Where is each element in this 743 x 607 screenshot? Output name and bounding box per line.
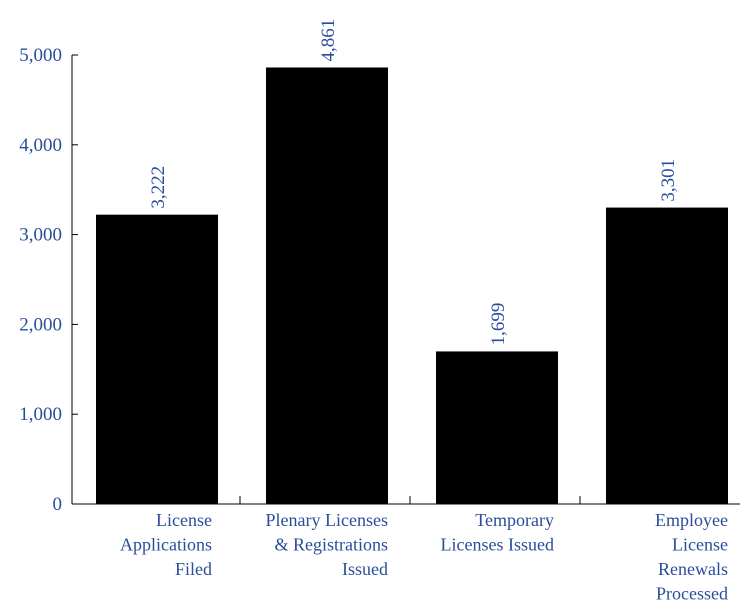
bar — [606, 207, 728, 505]
bar — [436, 351, 558, 504]
category-label-line: & Registrations — [275, 535, 389, 555]
category-label-line: Renewals — [658, 559, 728, 579]
bar — [266, 67, 388, 504]
category-label-line: Filed — [175, 559, 212, 579]
y-tick-label: 0 — [53, 494, 63, 515]
bar-value-label: 1,699 — [488, 303, 509, 346]
bar-value-label: 3,301 — [658, 159, 679, 202]
category-label: Employee License Renewals Processed — [655, 510, 728, 604]
bar-value-label: 3,222 — [148, 166, 169, 209]
y-tick-label: 3,000 — [19, 225, 62, 246]
category-label-line: Temporary — [475, 510, 554, 530]
category-label: Temporary Licenses Issued — [441, 510, 554, 555]
y-tick-label: 1,000 — [19, 404, 62, 425]
category-label-line: Issued — [342, 559, 388, 579]
y-tick-label: 4,000 — [19, 135, 62, 156]
axes: 0 1,000 2,000 3,000 4,000 5,000 — [19, 45, 740, 515]
category-label-line: License — [672, 535, 728, 555]
bar-value-label: 4,861 — [318, 19, 339, 62]
labels: 3,222 License Applications Filed 4,861 Plenar… — [120, 19, 728, 604]
category-label: Plenary Licenses & Registrations Issued — [266, 510, 388, 579]
category-label: License Applications Filed — [120, 510, 212, 579]
y-tick-label: 2,000 — [19, 314, 62, 335]
category-label-line: Employee — [655, 510, 728, 530]
category-label-line: License — [156, 510, 212, 530]
category-label-line: Applications — [120, 535, 212, 555]
category-label-line: Licenses Issued — [441, 535, 554, 555]
category-label-line: Processed — [656, 584, 728, 604]
y-tick-label: 5,000 — [19, 45, 62, 66]
bars — [96, 67, 728, 505]
bar — [96, 214, 218, 504]
category-label-line: Plenary Licenses — [266, 510, 388, 530]
